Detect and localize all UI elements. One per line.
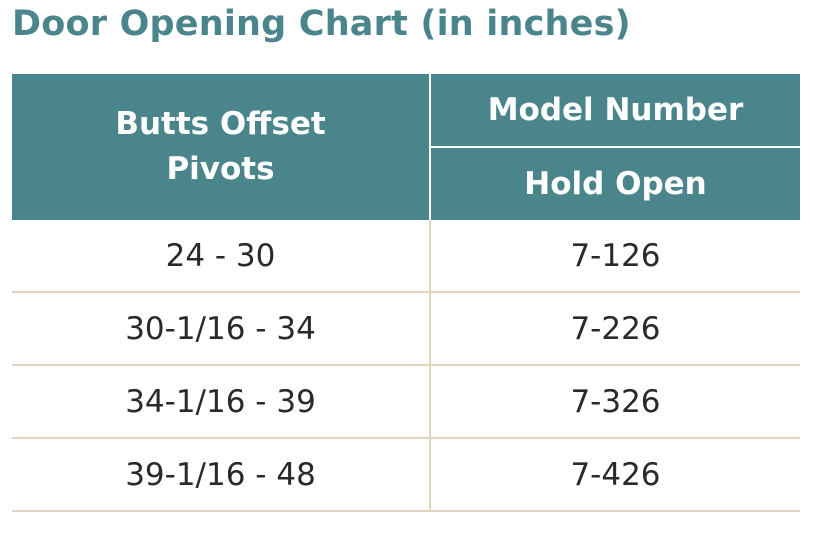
cell-door-range: 34-1/16 - 39 (12, 365, 431, 439)
cell-model-number: 7-426 (430, 438, 800, 512)
cell-door-range: 30-1/16 - 34 (12, 292, 431, 366)
table-row: 30-1/16 - 34 7-226 (12, 292, 800, 366)
header-line-butts-offset: Butts Offset (115, 106, 326, 143)
header-line-pivots: Pivots (166, 151, 275, 187)
header-butts-offset-pivots: Butts Offset Pivots (12, 74, 431, 220)
cell-model-number: 7-226 (430, 292, 800, 366)
table-row: 34-1/16 - 39 7-326 (12, 365, 800, 439)
page-title: Door Opening Chart (in inches) (12, 4, 631, 44)
table-body: 24 - 30 7-126 30-1/16 - 34 7-226 34-1/16… (12, 220, 800, 512)
door-opening-table: Butts Offset Pivots Model Number Hold Op… (12, 74, 800, 512)
table-row: 39-1/16 - 48 7-426 (12, 438, 800, 512)
cell-model-number: 7-326 (430, 365, 800, 439)
cell-model-number: 7-126 (430, 220, 800, 293)
table-header: Butts Offset Pivots Model Number Hold Op… (12, 74, 800, 220)
header-hold-open: Hold Open (430, 147, 800, 220)
table-row: 24 - 30 7-126 (12, 220, 800, 293)
cell-door-range: 39-1/16 - 48 (12, 438, 431, 512)
cell-door-range: 24 - 30 (12, 220, 431, 293)
header-model-number: Model Number (430, 74, 800, 148)
